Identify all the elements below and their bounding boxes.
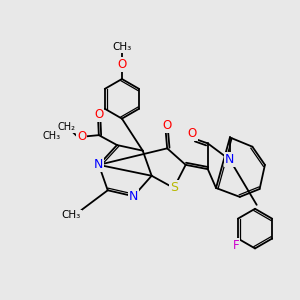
Text: N: N [129, 190, 138, 203]
Text: F: F [233, 238, 239, 252]
Text: O: O [77, 130, 86, 143]
Text: CH₃: CH₃ [43, 131, 61, 141]
Text: S: S [170, 182, 178, 194]
Text: CH₃: CH₃ [112, 42, 132, 52]
Text: CH₂: CH₂ [58, 122, 76, 132]
Text: N: N [94, 158, 104, 171]
Text: N: N [225, 153, 235, 167]
Text: O: O [94, 108, 104, 121]
Text: O: O [187, 127, 196, 140]
Text: O: O [117, 58, 127, 71]
Text: O: O [162, 119, 171, 132]
Text: CH₃: CH₃ [62, 210, 81, 220]
